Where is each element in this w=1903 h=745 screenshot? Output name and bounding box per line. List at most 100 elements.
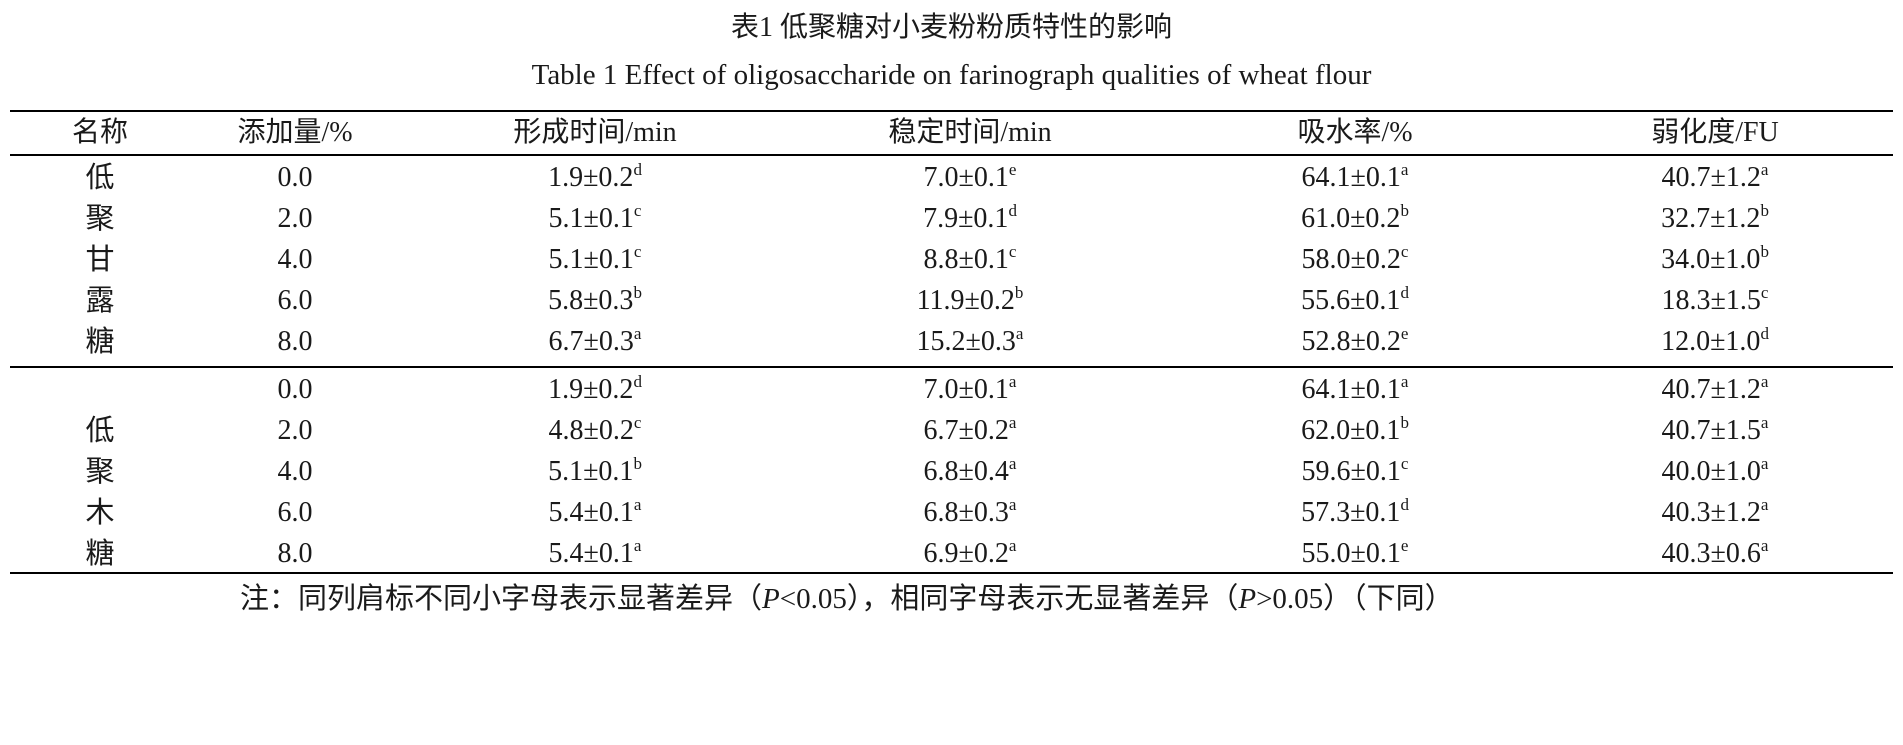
cell-weakening-degree-value: 12.0±1.0: [1661, 326, 1761, 357]
cell-weakening-degree: 40.3±0.6a: [1560, 534, 1870, 574]
cell-development-time: 5.1±0.1b: [430, 452, 760, 492]
significance-letter: b: [1760, 242, 1769, 261]
cell-water-absorption: 52.8±0.2e: [1180, 322, 1530, 362]
significance-letter: b: [633, 283, 642, 302]
cell-water-absorption: 64.1±0.1a: [1180, 158, 1530, 198]
significance-letter: c: [1400, 454, 1409, 473]
cell-water-absorption-value: 55.0±0.1: [1301, 538, 1401, 569]
cell-weakening-degree-value: 40.7±1.5: [1661, 415, 1761, 446]
cell-water-absorption-value: 55.6±0.1: [1301, 285, 1401, 316]
significance-letter: d: [1008, 201, 1017, 220]
table-title-cn: 表1 低聚糖对小麦粉粉质特性的影响: [730, 12, 1172, 43]
header-development-time: 形成时间/min: [513, 117, 677, 148]
cell-development-time: 5.4±0.1a: [430, 534, 760, 574]
cell-name: 糖: [40, 322, 160, 362]
cell-development-time-value: 4.8±0.2: [548, 415, 634, 446]
cell-name: 糖: [40, 534, 160, 574]
table-row: 聚 2.0 5.1±0.1c 7.9±0.1d 61.0±0.2b 32.7±1.2b: [10, 199, 1893, 239]
significance-letter: d: [633, 372, 642, 391]
cell-development-time: 1.9±0.2d: [430, 370, 760, 410]
cell-name-value: 木: [85, 497, 115, 529]
significance-letter: a: [1760, 536, 1769, 555]
significance-letter: b: [1400, 413, 1409, 432]
cell-amount: 2.0: [200, 411, 390, 451]
header-stability-time: 稳定时间/min: [888, 117, 1052, 148]
cell-name: [40, 370, 160, 410]
cell-development-time-value: 5.1±0.1: [548, 456, 634, 487]
cell-weakening-degree: 34.0±1.0b: [1560, 240, 1870, 280]
significance-letter: c: [1760, 283, 1769, 302]
cell-water-absorption: 55.6±0.1d: [1180, 281, 1530, 321]
cell-amount-value: 8.0: [277, 538, 313, 569]
cell-weakening-degree: 12.0±1.0d: [1560, 322, 1870, 362]
note-middle: <0.05），相同字母表示无显著差异（: [779, 583, 1239, 615]
note-p-symbol: P: [762, 583, 780, 615]
header-rule: [10, 154, 1893, 156]
bottom-rule: [10, 572, 1893, 574]
significance-letter: a: [1008, 454, 1017, 473]
significance-letter: c: [1008, 242, 1017, 261]
cell-stability-time-value: 15.2±0.3: [916, 326, 1016, 357]
significance-letter: c: [633, 413, 642, 432]
cell-development-time-value: 5.8±0.3: [548, 285, 634, 316]
cell-amount: 4.0: [200, 452, 390, 492]
significance-letter: e: [1008, 160, 1017, 179]
significance-letter: b: [633, 454, 642, 473]
cell-stability-time-value: 6.8±0.3: [923, 497, 1009, 528]
cell-amount: 0.0: [200, 370, 390, 410]
significance-letter: a: [633, 324, 642, 343]
table-row: 低 2.0 4.8±0.2c 6.7±0.2a 62.0±0.1b 40.7±1.5a: [10, 411, 1893, 451]
table-title-en: Table 1 Effect of oligosaccharide on far…: [531, 59, 1372, 91]
cell-water-absorption: 64.1±0.1a: [1180, 370, 1530, 410]
cell-name: 低: [40, 158, 160, 198]
cell-name-value: 聚: [85, 456, 115, 488]
cell-water-absorption: 61.0±0.2b: [1180, 199, 1530, 239]
significance-letter: d: [1400, 283, 1409, 302]
table-row: 低 0.0 1.9±0.2d 7.0±0.1e 64.1±0.1a 40.7±1.2a: [10, 158, 1893, 198]
significance-letter: a: [1760, 413, 1769, 432]
cell-stability-time: 15.2±0.3a: [800, 322, 1140, 362]
cell-weakening-degree: 40.7±1.2a: [1560, 158, 1870, 198]
cell-development-time-value: 1.9±0.2: [548, 162, 634, 193]
cell-stability-time: 8.8±0.1c: [800, 240, 1140, 280]
significance-letter: a: [1760, 160, 1769, 179]
significance-letter: b: [1400, 201, 1409, 220]
cell-development-time-value: 6.7±0.3: [548, 326, 634, 357]
cell-stability-time: 7.9±0.1d: [800, 199, 1140, 239]
cell-name: 聚: [40, 452, 160, 492]
cell-weakening-degree: 32.7±1.2b: [1560, 199, 1870, 239]
significance-letter: c: [1400, 242, 1409, 261]
cell-development-time: 4.8±0.2c: [430, 411, 760, 451]
cell-amount: 6.0: [200, 281, 390, 321]
cell-development-time-value: 5.1±0.1: [548, 203, 634, 234]
cell-water-absorption-value: 61.0±0.2: [1301, 203, 1401, 234]
significance-letter: a: [1008, 413, 1017, 432]
cell-amount-value: 8.0: [277, 326, 313, 357]
cell-stability-time: 6.7±0.2a: [800, 411, 1140, 451]
cell-amount-value: 2.0: [277, 415, 313, 446]
top-rule: [10, 110, 1893, 112]
cell-name-value: 聚: [85, 203, 115, 235]
cell-development-time-value: 5.1±0.1: [548, 244, 634, 275]
cell-water-absorption-value: 62.0±0.1: [1301, 415, 1401, 446]
cell-water-absorption-value: 64.1±0.1: [1301, 162, 1401, 193]
cell-amount-value: 4.0: [277, 456, 313, 487]
cell-name-value: 露: [85, 285, 115, 317]
cell-stability-time: 6.9±0.2a: [800, 534, 1140, 574]
cell-stability-time: 7.0±0.1e: [800, 158, 1140, 198]
cell-water-absorption-value: 57.3±0.1: [1301, 497, 1401, 528]
group-divider-rule: [10, 366, 1893, 368]
cell-stability-time: 6.8±0.4a: [800, 452, 1140, 492]
cell-weakening-degree: 40.0±1.0a: [1560, 452, 1870, 492]
cell-weakening-degree-value: 40.7±1.2: [1661, 374, 1761, 405]
cell-development-time-value: 5.4±0.1: [548, 497, 634, 528]
cell-amount: 6.0: [200, 493, 390, 533]
cell-water-absorption-value: 52.8±0.2: [1301, 326, 1401, 357]
cell-weakening-degree: 40.3±1.2a: [1560, 493, 1870, 533]
significance-letter: a: [1008, 495, 1017, 514]
cell-stability-time-value: 6.9±0.2: [923, 538, 1009, 569]
table-row: 聚 4.0 5.1±0.1b 6.8±0.4a 59.6±0.1c 40.0±1.0a: [10, 452, 1893, 492]
note-suffix: >0.05）（下同）: [1256, 583, 1454, 615]
cell-name-value: 糖: [85, 538, 115, 570]
cell-amount-value: 0.0: [277, 162, 313, 193]
